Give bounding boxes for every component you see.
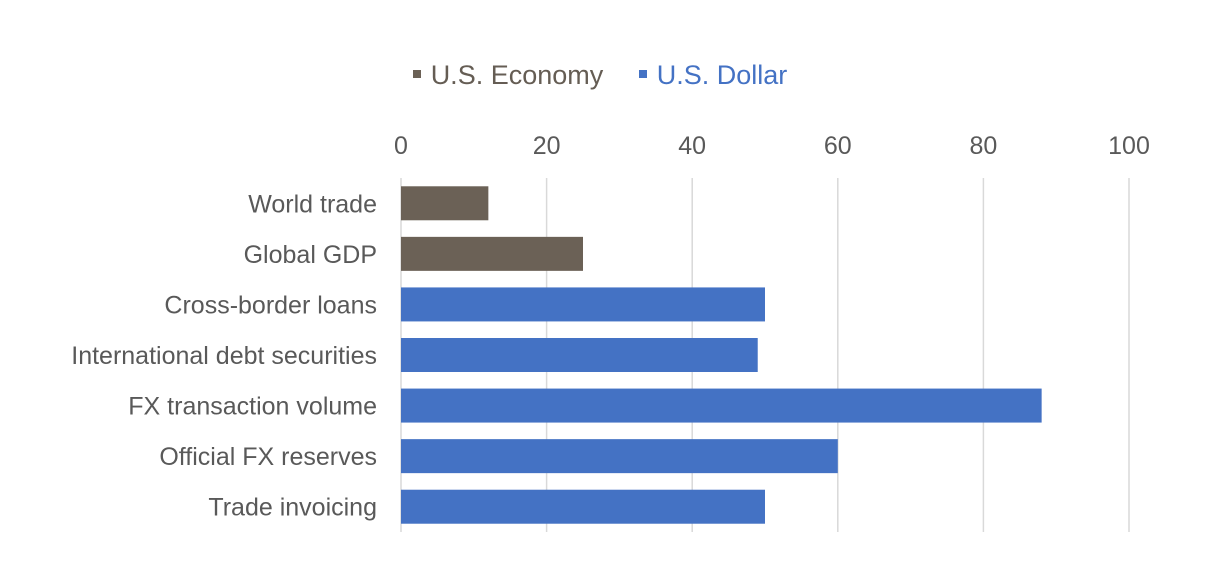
bar xyxy=(401,489,765,524)
bar xyxy=(401,338,758,372)
x-tick-label: 0 xyxy=(394,132,408,160)
legend-label-us-dollar: U.S. Dollar xyxy=(656,60,788,90)
x-tick-label: 100 xyxy=(1108,132,1150,160)
x-tick-label: 60 xyxy=(824,132,852,160)
legend: U.S. Economy U.S. Dollar xyxy=(0,60,1200,91)
x-tick-label: 40 xyxy=(678,132,706,160)
x-tick-label: 80 xyxy=(969,132,997,160)
bar xyxy=(401,287,765,322)
category-label: Global GDP xyxy=(244,241,377,269)
legend-swatch-us-dollar xyxy=(638,69,647,78)
category-label: World trade xyxy=(248,190,377,218)
category-label: Official FX reserves xyxy=(159,443,377,471)
x-tick-label: 20 xyxy=(533,132,561,160)
legend-item-us-dollar: U.S. Dollar xyxy=(638,60,788,91)
bar xyxy=(401,186,489,221)
legend-label-us-economy: U.S. Economy xyxy=(430,60,604,90)
bar xyxy=(401,236,583,271)
bar xyxy=(401,439,838,474)
category-label: Trade invoicing xyxy=(208,494,377,522)
category-label: International debt securities xyxy=(71,342,377,370)
bar xyxy=(401,388,1042,423)
category-label: Cross-border loans xyxy=(164,291,377,319)
category-label: FX transaction volume xyxy=(128,393,377,421)
legend-swatch-us-economy xyxy=(412,69,421,78)
legend-item-us-economy: U.S. Economy xyxy=(412,60,604,91)
